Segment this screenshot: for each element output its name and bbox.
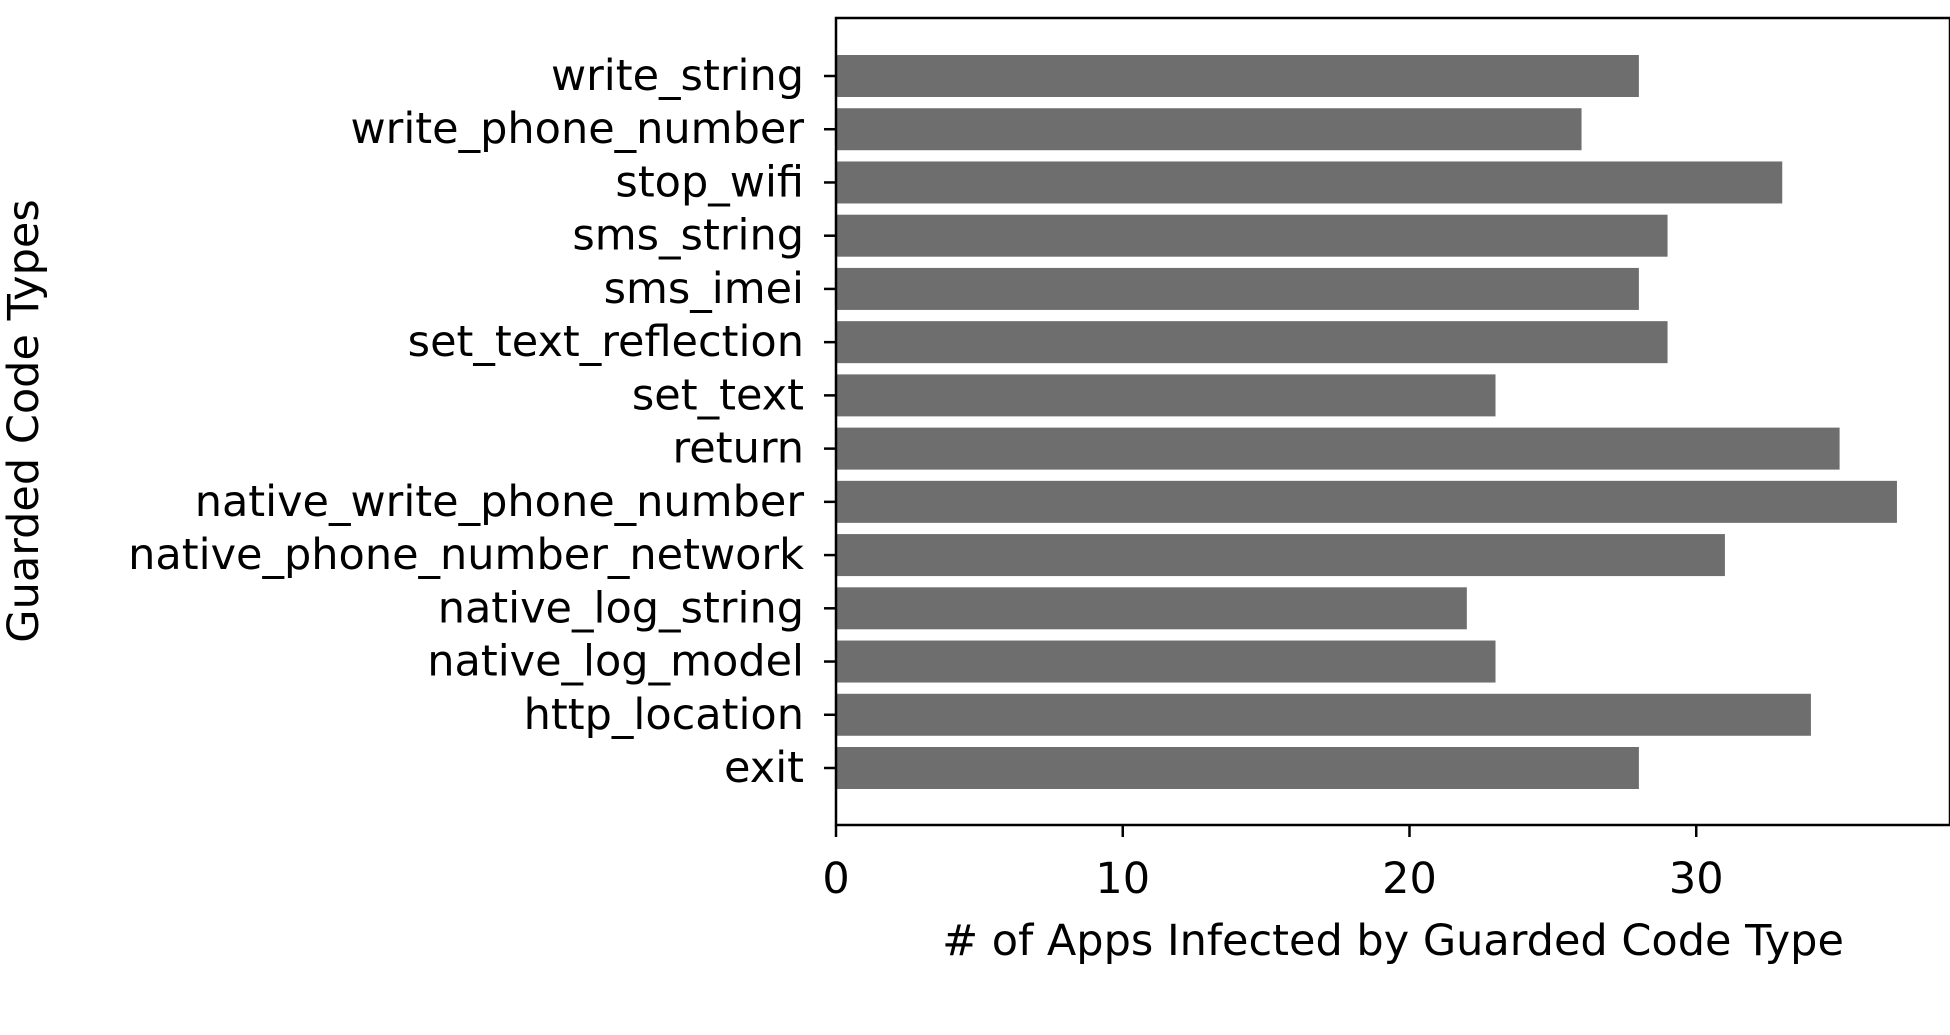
bar-http-location [836, 693, 1811, 736]
category-label-sms-imei: sms_imei [604, 264, 804, 314]
bar-set-text [836, 374, 1496, 417]
category-label-stop-wifi: stop_wifi [615, 157, 804, 207]
bar-return [836, 427, 1840, 470]
bar-stop-wifi [836, 161, 1783, 204]
category-label-write-phone-number: write_phone_number [351, 104, 805, 154]
x-tick-label: 30 [1669, 854, 1724, 904]
category-label-native-log-model: native_log_model [427, 637, 804, 687]
category-label-exit: exit [724, 743, 804, 793]
category-label-native-phone-number-network: native_phone_number_network [128, 530, 804, 580]
y-axis-title: Guarded Code Types [0, 199, 49, 642]
category-label-native-log-string: native_log_string [438, 583, 804, 633]
y-axis: write_stringwrite_phone_numberstop_wifis… [128, 51, 836, 793]
bar-sms-string [836, 214, 1668, 257]
bar-native-phone-number-network [836, 534, 1725, 577]
x-tick-label: 10 [1095, 854, 1150, 904]
bar-native-log-string [836, 587, 1467, 630]
x-tick-label: 0 [822, 854, 849, 904]
bar-write-phone-number [836, 108, 1582, 151]
category-label-http-location: http_location [524, 690, 804, 740]
bar-exit [836, 747, 1639, 789]
bars-layer [836, 55, 1897, 789]
category-label-set-text-reflection: set_text_reflection [408, 317, 804, 367]
bar-sms-imei [836, 267, 1639, 310]
bar-native-log-model [836, 640, 1496, 683]
bar-native-write-phone-number [836, 480, 1897, 523]
x-tick-label: 20 [1382, 854, 1437, 904]
x-axis: 0 10 20 30 [822, 825, 1724, 904]
category-label-set-text: set_text [632, 370, 804, 420]
bar-write-string [836, 55, 1639, 97]
category-label-write-string: write_string [551, 51, 804, 101]
x-axis-title: # of Apps Infected by Guarded Code Type [942, 916, 1844, 966]
category-label-sms-string: sms_string [572, 211, 804, 261]
bar-set-text-reflection [836, 321, 1668, 364]
plot-frame [834, 16, 1950, 827]
category-label-native-write-phone-number: native_write_phone_number [195, 477, 805, 527]
category-label-return: return [673, 424, 804, 474]
